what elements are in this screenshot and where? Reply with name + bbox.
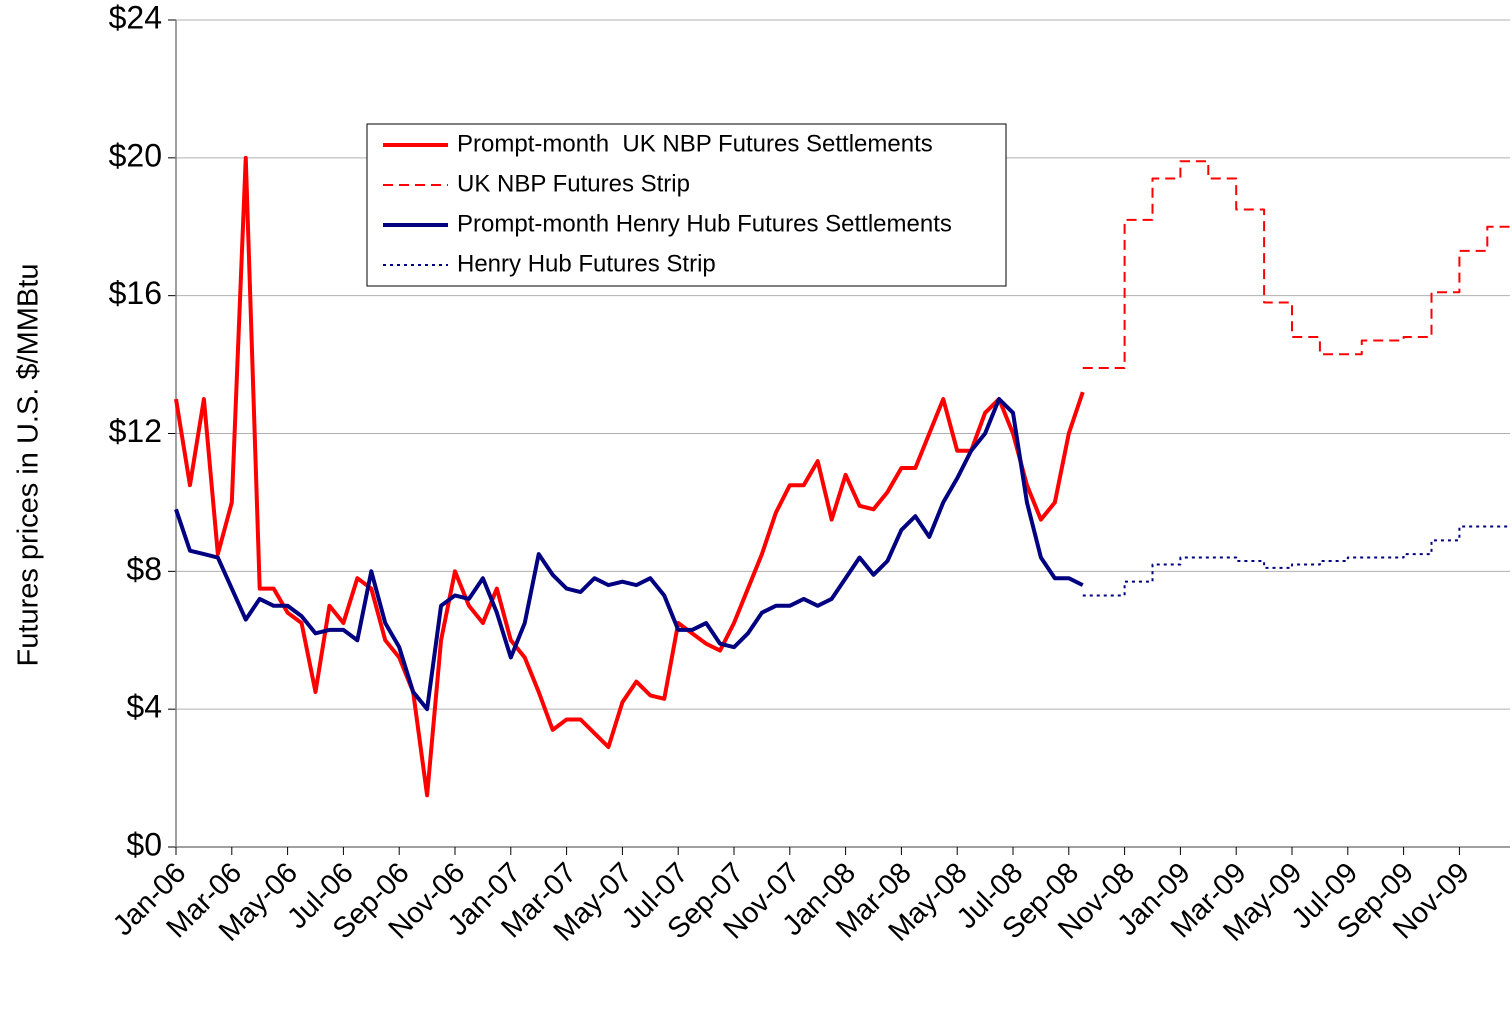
y-tick-label: $20	[109, 137, 162, 173]
legend: Prompt-month UK NBP Futures Settlements U…	[366, 123, 1007, 287]
series-line	[174, 155, 1085, 798]
legend-label: Henry Hub Futures Strip	[457, 250, 716, 277]
y-tick-label: $8	[126, 551, 162, 587]
series-line	[174, 397, 1084, 712]
y-tick-label: $12	[109, 413, 162, 449]
y-tick-label: $16	[109, 275, 162, 311]
y-axis-label: Futures prices in U.S. $/MMBtu	[13, 264, 45, 667]
y-tick-label: $4	[126, 689, 162, 725]
legend-label: Prompt-month Henry Hub Futures Settlemen…	[457, 210, 952, 237]
series-line	[1082, 160, 1510, 370]
legend-label: UK NBP Futures Strip	[457, 170, 690, 197]
series-line	[1082, 525, 1510, 597]
legend-box	[366, 123, 1007, 287]
y-tick-label: $0	[126, 826, 162, 862]
legend-label: Prompt-month UK NBP Futures Settlements	[457, 130, 933, 157]
y-tick-label: $24	[109, 0, 162, 35]
